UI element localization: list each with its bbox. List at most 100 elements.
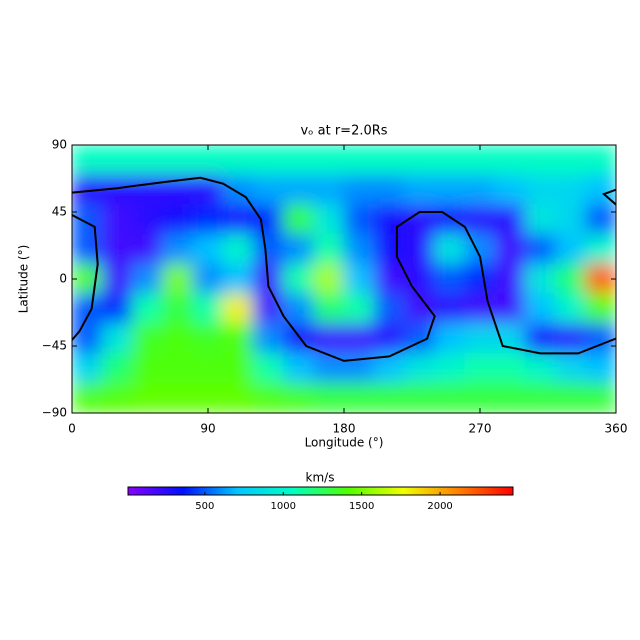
heatmap-cell — [283, 263, 315, 295]
heatmap-cell — [403, 352, 436, 384]
heatmap-cell — [373, 263, 405, 295]
heatmap-cell — [373, 145, 405, 176]
heatmap-cell — [252, 323, 285, 354]
heatmap-cell — [131, 382, 164, 413]
heatmap-cell — [192, 263, 224, 295]
y-axis-label: Latitude (°) — [17, 245, 31, 314]
heatmap-cell — [403, 382, 436, 413]
heatmap-cell — [162, 293, 194, 325]
heatmap-cell — [222, 293, 254, 325]
heatmap-cell — [313, 293, 345, 325]
heatmap-cell — [555, 352, 587, 384]
y-tick-label: −45 — [42, 339, 67, 353]
heatmap-cell — [494, 204, 526, 235]
heatmap-cell — [192, 293, 224, 325]
heatmap-cell — [524, 233, 557, 265]
heatmap-cell — [373, 174, 405, 206]
heatmap-cell — [434, 233, 466, 265]
heatmap-cell — [72, 204, 103, 235]
heatmap-cell — [283, 174, 315, 206]
x-tick-label: 0 — [68, 422, 76, 436]
heatmap-cell — [373, 204, 405, 235]
heatmap-cell — [192, 352, 224, 384]
heatmap-cell — [434, 382, 466, 413]
heatmap-cell — [494, 263, 526, 295]
x-axis-label: Longitude (°) — [305, 436, 384, 450]
heatmap-cell — [403, 145, 436, 176]
heatmap-cell — [434, 204, 466, 235]
heatmap-cell — [494, 174, 526, 206]
heatmap-cell — [162, 233, 194, 265]
heatmap-cell — [72, 145, 103, 176]
colorbar — [127, 486, 514, 496]
heatmap-cell — [72, 382, 103, 413]
heatmap-cell — [343, 293, 375, 325]
heatmap-cell — [252, 174, 285, 206]
heatmap-cell — [252, 204, 285, 235]
heatmap-cell — [373, 323, 405, 354]
heatmap-cell — [192, 323, 224, 354]
heatmap-cell — [434, 145, 466, 176]
x-tick-label: 360 — [605, 422, 628, 436]
heatmap-cell — [464, 204, 496, 235]
heatmap-cell — [464, 174, 496, 206]
heatmap-cell — [313, 233, 345, 265]
heatmap-cell — [524, 293, 557, 325]
y-tick-label: 90 — [52, 138, 67, 152]
heatmap — [72, 145, 616, 413]
heatmap-cell — [222, 352, 254, 384]
heatmap-cell — [585, 263, 616, 295]
heatmap-cell — [555, 174, 587, 206]
heatmap-cell — [131, 233, 164, 265]
heatmap-cell — [403, 293, 436, 325]
heatmap-cell — [585, 382, 616, 413]
heatmap-cell — [555, 323, 587, 354]
heatmap-cells — [72, 145, 616, 413]
heatmap-cell — [494, 382, 526, 413]
heatmap-cell — [555, 263, 587, 295]
heatmap-cell — [283, 204, 315, 235]
heatmap-cell — [101, 145, 133, 176]
heatmap-cell — [313, 263, 345, 295]
heatmap-cell — [555, 145, 587, 176]
heatmap-cell — [131, 145, 164, 176]
heatmap-cell — [252, 233, 285, 265]
colorbar-tick-label: 1000 — [271, 501, 296, 512]
heatmap-cell — [72, 323, 103, 354]
heatmap-cell — [343, 145, 375, 176]
heatmap-cell — [343, 323, 375, 354]
heatmap-cell — [313, 323, 345, 354]
heatmap-cell — [131, 174, 164, 206]
heatmap-cell — [252, 352, 285, 384]
heatmap-cell — [101, 263, 133, 295]
heatmap-cell — [222, 204, 254, 235]
heatmap-cell — [464, 382, 496, 413]
heatmap-cell — [524, 263, 557, 295]
heatmap-cell — [343, 263, 375, 295]
heatmap-cell — [313, 145, 345, 176]
heatmap-cell — [162, 204, 194, 235]
heatmap-cell — [131, 352, 164, 384]
y-tick-label: 0 — [59, 272, 67, 286]
heatmap-cell — [131, 263, 164, 295]
heatmap-cell — [101, 382, 133, 413]
heatmap-cell — [555, 204, 587, 235]
heatmap-cell — [524, 352, 557, 384]
heatmap-cell — [283, 352, 315, 384]
heatmap-cell — [555, 293, 587, 325]
heatmap-cell — [343, 233, 375, 265]
heatmap-cell — [343, 382, 375, 413]
y-tick-label: −90 — [42, 406, 67, 420]
heatmap-cell — [494, 293, 526, 325]
heatmap-cell — [585, 204, 616, 235]
heatmap-cell — [373, 233, 405, 265]
heatmap-cell — [72, 293, 103, 325]
heatmap-cell — [434, 263, 466, 295]
heatmap-cell — [434, 352, 466, 384]
x-tick-label: 90 — [200, 422, 215, 436]
x-tick-label: 180 — [333, 422, 356, 436]
heatmap-cell — [72, 352, 103, 384]
heatmap-cell — [283, 233, 315, 265]
heatmap-cell — [131, 293, 164, 325]
